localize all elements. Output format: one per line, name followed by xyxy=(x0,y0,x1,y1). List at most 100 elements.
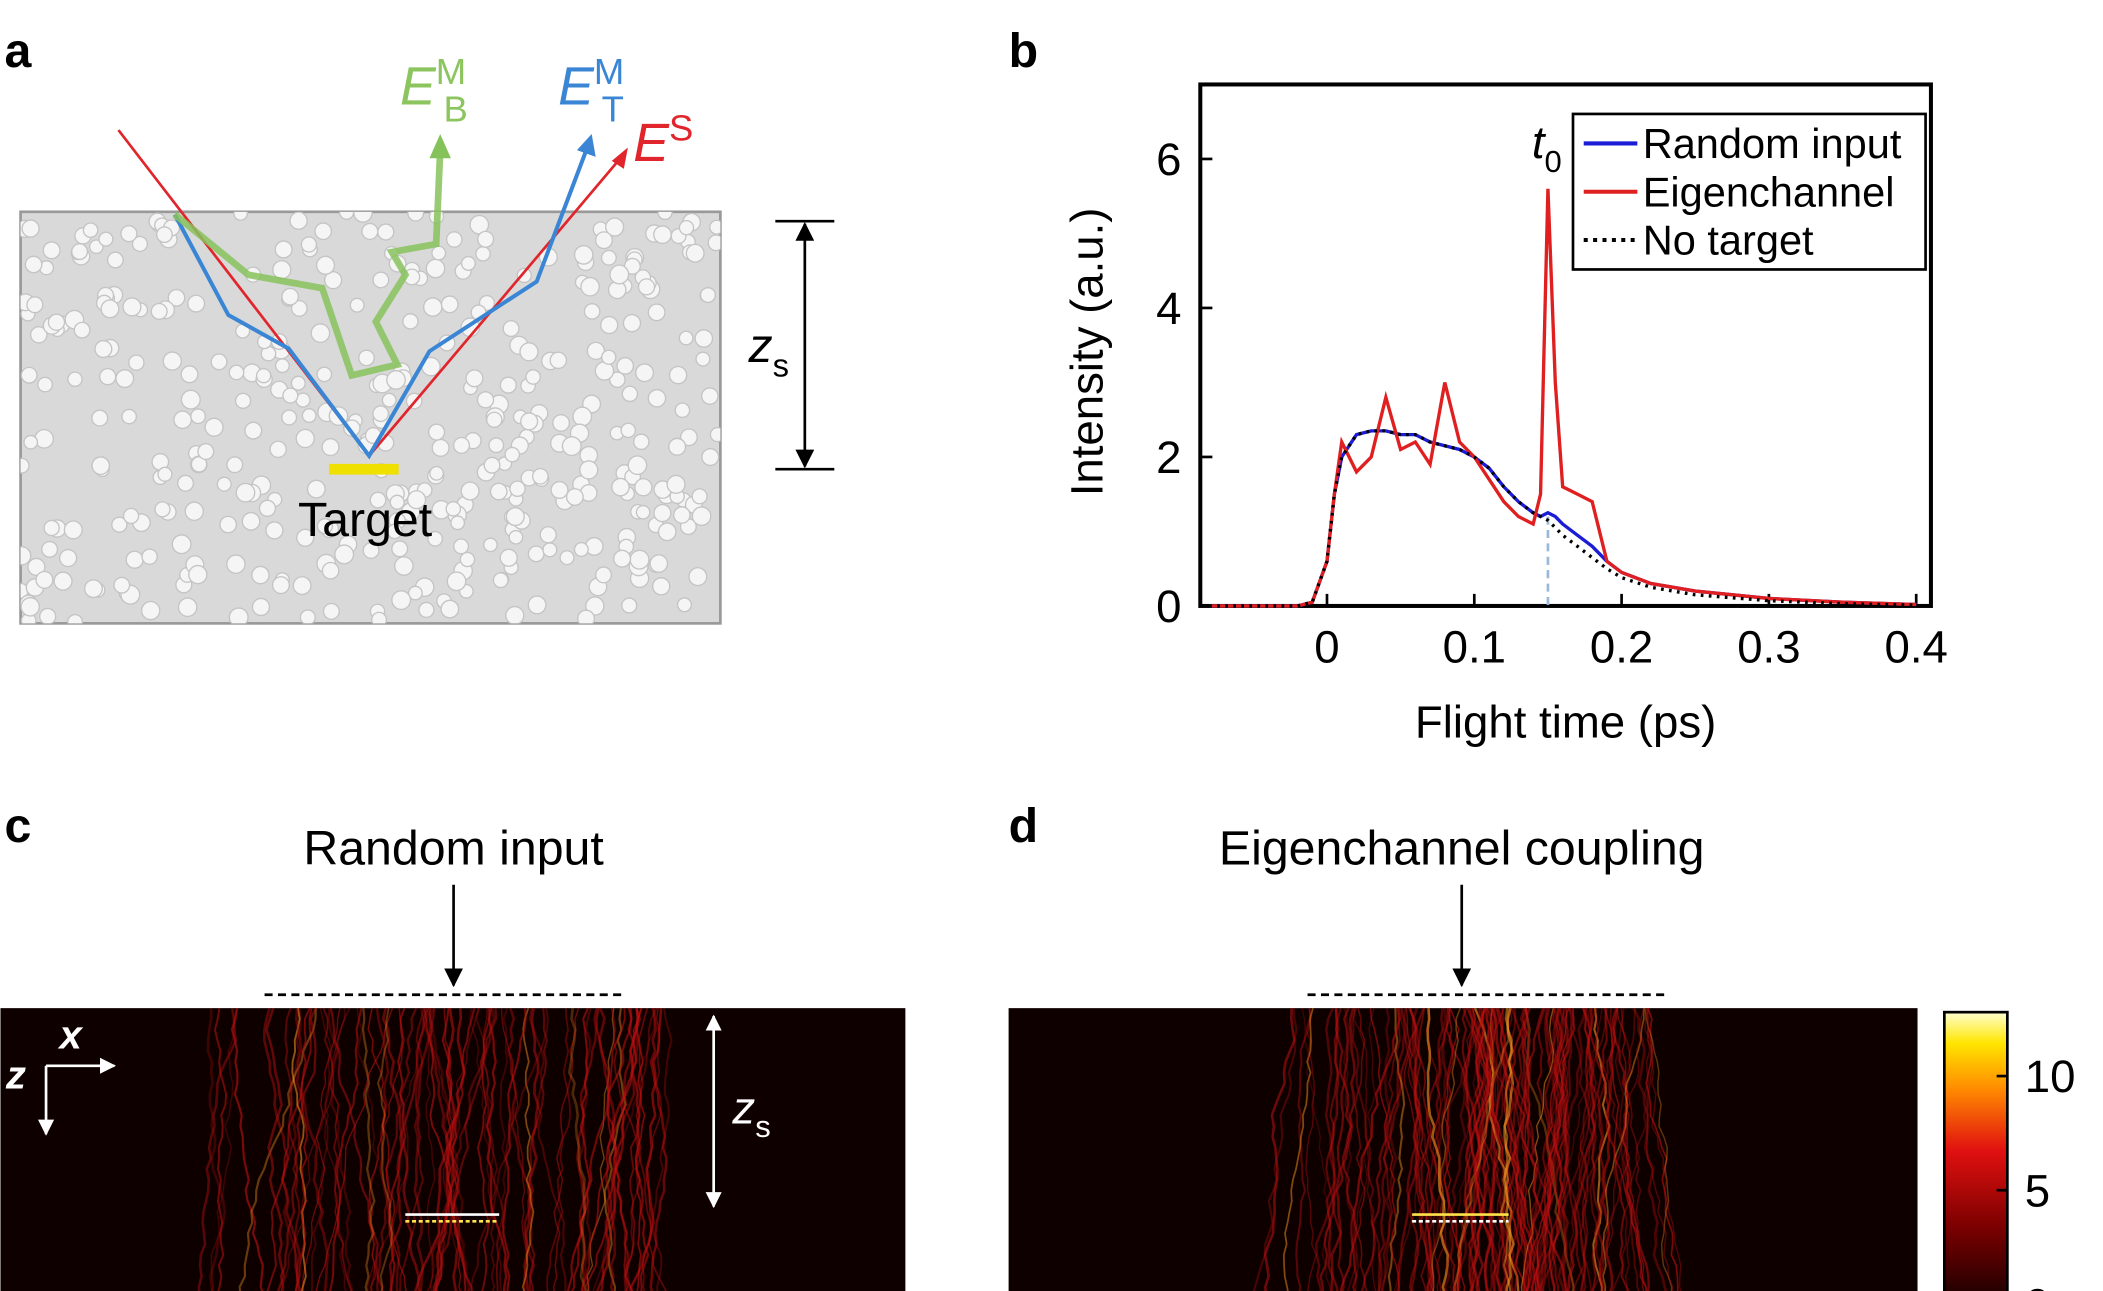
field-streak xyxy=(328,1008,363,1291)
scatterer xyxy=(668,437,687,456)
field-streak xyxy=(197,1008,238,1291)
field-streak xyxy=(1614,1008,1634,1291)
scatterer xyxy=(445,231,463,248)
field-streak xyxy=(1525,1008,1560,1291)
scatterer xyxy=(621,385,639,403)
field-streak xyxy=(423,1008,473,1291)
scatterer xyxy=(210,353,228,371)
field-streak xyxy=(1417,1008,1457,1291)
scatterer xyxy=(20,366,38,384)
scatterer xyxy=(452,436,471,454)
field-streak xyxy=(1539,1008,1565,1291)
field-streak xyxy=(576,1008,598,1291)
field-streak xyxy=(376,1008,418,1291)
subscript: 0 xyxy=(1545,144,1562,179)
y-tick-label: 2 xyxy=(1156,432,1181,483)
y-tick-label: 6 xyxy=(1156,134,1181,185)
scatterer xyxy=(228,607,249,624)
label: b xyxy=(1009,24,1038,78)
field-streak xyxy=(1592,1008,1637,1291)
field-streak xyxy=(381,1008,421,1291)
field-streak xyxy=(1523,1008,1540,1291)
scatterer xyxy=(321,438,340,457)
field-streak xyxy=(1380,1008,1398,1291)
scatterer xyxy=(594,231,613,250)
field-streak xyxy=(1478,1008,1534,1291)
field-streak xyxy=(1542,1008,1569,1291)
scatterer xyxy=(505,605,525,624)
scatterer xyxy=(542,542,558,558)
x-tick-label: 0.3 xyxy=(1737,621,1800,672)
scatterer xyxy=(516,267,532,284)
scatterer xyxy=(150,302,168,320)
field-streak xyxy=(1544,1008,1564,1291)
scatterer xyxy=(691,506,712,527)
field-streak xyxy=(433,1008,496,1291)
field-streak xyxy=(1393,1008,1451,1291)
field-streak xyxy=(413,1008,466,1291)
arrow-head xyxy=(429,134,451,159)
field-streak xyxy=(634,1008,646,1291)
scatterer xyxy=(228,364,245,381)
scatterer xyxy=(701,387,719,405)
legend-box xyxy=(1571,112,1927,271)
field-streak xyxy=(1555,1008,1585,1291)
scatterer xyxy=(509,480,526,498)
scatterer xyxy=(445,501,462,517)
field-streak xyxy=(1602,1008,1645,1291)
scatterer xyxy=(34,428,55,449)
scatterer xyxy=(488,437,505,454)
label: x xyxy=(57,1012,83,1057)
colorbar-tick-label: 5 xyxy=(2025,1165,2050,1216)
field-streak xyxy=(367,1008,407,1291)
scatterer xyxy=(316,366,333,383)
legend-label: Eigenchannel xyxy=(1643,168,1895,215)
field-streak xyxy=(1342,1008,1358,1291)
legend-label: No target xyxy=(1643,217,1814,264)
field-streak xyxy=(650,1008,673,1291)
scatterer xyxy=(672,506,691,524)
scatterer xyxy=(255,367,272,384)
x-axis-label: Flight time (ps) xyxy=(1415,696,1716,747)
field-streak xyxy=(600,1008,639,1291)
field-streak xyxy=(1486,1008,1501,1291)
field-streak xyxy=(1519,1008,1540,1291)
field-streak xyxy=(263,1008,302,1291)
scatterer xyxy=(94,339,113,359)
scatterer xyxy=(184,501,205,522)
scatterer xyxy=(450,515,466,531)
field-streak xyxy=(356,1008,379,1291)
scatterer xyxy=(427,530,444,547)
scatterer xyxy=(131,235,149,253)
field-streak xyxy=(1377,1008,1407,1291)
field-streak xyxy=(1551,1008,1587,1291)
field-streak xyxy=(1644,1008,1673,1291)
field-streak xyxy=(1530,1008,1567,1291)
scatterer xyxy=(446,571,467,592)
field-streak xyxy=(1431,1008,1461,1291)
symbol: z xyxy=(748,319,773,373)
scatterer xyxy=(634,478,653,497)
scatterer xyxy=(20,457,30,474)
superscript: S xyxy=(669,107,693,148)
scatterer xyxy=(258,499,277,517)
field-streak xyxy=(1464,1008,1492,1291)
field-streak xyxy=(1520,1008,1554,1291)
field-streak xyxy=(1465,1008,1491,1291)
scatterer xyxy=(167,288,186,307)
scatterer xyxy=(423,297,443,317)
scatterer xyxy=(372,271,390,289)
field-streak xyxy=(1568,1008,1592,1291)
scatterer xyxy=(53,571,73,591)
scatterer xyxy=(679,428,698,447)
field-streak xyxy=(1592,1008,1611,1291)
scatterer xyxy=(343,419,361,437)
superscript: M xyxy=(594,51,624,92)
field-streak xyxy=(1295,1008,1312,1291)
field-streak xyxy=(1645,1008,1679,1291)
scatterer xyxy=(300,236,318,253)
scatterer xyxy=(21,219,40,238)
scatterer xyxy=(688,567,708,587)
label: Eigenchannel coupling xyxy=(1219,822,1705,876)
field-streak xyxy=(413,1008,434,1291)
